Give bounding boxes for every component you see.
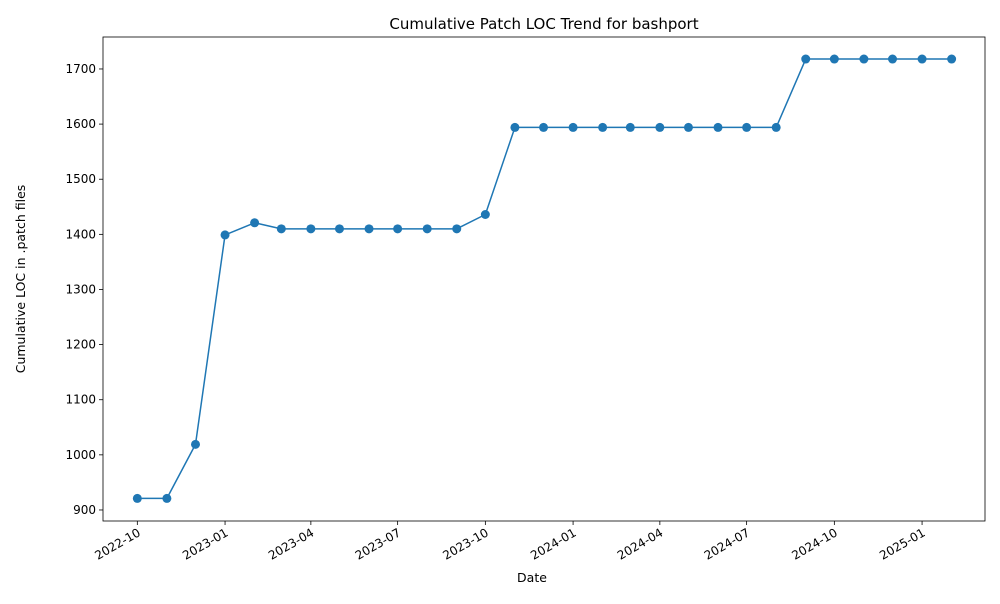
data-point xyxy=(947,54,957,64)
data-point xyxy=(132,493,142,503)
data-point xyxy=(276,224,286,234)
data-point xyxy=(625,122,635,132)
y-tick-label: 1300 xyxy=(65,282,96,296)
x-tick-label: 2024-01 xyxy=(528,525,578,562)
data-point xyxy=(480,210,490,220)
y-tick-label: 1700 xyxy=(65,62,96,76)
data-point xyxy=(917,54,927,64)
data-point xyxy=(742,122,752,132)
x-axis-title: Date xyxy=(517,570,547,585)
y-axis-title: Cumulative LOC in .patch files xyxy=(13,185,28,374)
data-point xyxy=(422,224,432,234)
x-tick-label: 2024-10 xyxy=(789,525,839,562)
x-tick-label: 2022-10 xyxy=(92,525,142,562)
data-point xyxy=(306,224,316,234)
y-tick-label: 900 xyxy=(73,503,96,517)
x-tick-label: 2023-07 xyxy=(353,525,403,562)
data-point xyxy=(539,122,549,132)
y-tick-label: 1500 xyxy=(65,172,96,186)
x-tick-label: 2025-01 xyxy=(877,525,927,562)
data-point xyxy=(888,54,898,64)
plot-area xyxy=(103,37,985,521)
data-point xyxy=(771,122,781,132)
data-point xyxy=(220,230,230,240)
data-point xyxy=(598,122,608,132)
y-tick-label: 1200 xyxy=(65,338,96,352)
plot-frame xyxy=(102,36,986,522)
data-point xyxy=(393,224,403,234)
data-point xyxy=(829,54,839,64)
data-point xyxy=(510,122,520,132)
x-tick-label: 2023-04 xyxy=(266,525,316,562)
data-point xyxy=(190,439,200,449)
data-point xyxy=(334,224,344,234)
data-point xyxy=(713,122,723,132)
data-point xyxy=(801,54,811,64)
x-tick-label: 2023-10 xyxy=(440,525,490,562)
x-tick-label: 2023-01 xyxy=(180,525,230,562)
data-point xyxy=(364,224,374,234)
y-tick-label: 1100 xyxy=(65,393,96,407)
data-point xyxy=(655,122,665,132)
y-tick-label: 1400 xyxy=(65,227,96,241)
series-layer xyxy=(132,54,957,503)
data-point xyxy=(250,218,260,228)
data-point xyxy=(452,224,462,234)
chart-title: Cumulative Patch LOC Trend for bashport xyxy=(389,15,698,33)
x-tick-label: 2024-07 xyxy=(702,525,752,562)
data-point xyxy=(683,122,693,132)
y-tick-label: 1000 xyxy=(65,448,96,462)
y-tick-label: 1600 xyxy=(65,117,96,131)
data-point xyxy=(859,54,869,64)
x-tick-label: 2024-04 xyxy=(615,525,665,562)
data-point xyxy=(162,493,172,503)
data-point xyxy=(568,122,578,132)
